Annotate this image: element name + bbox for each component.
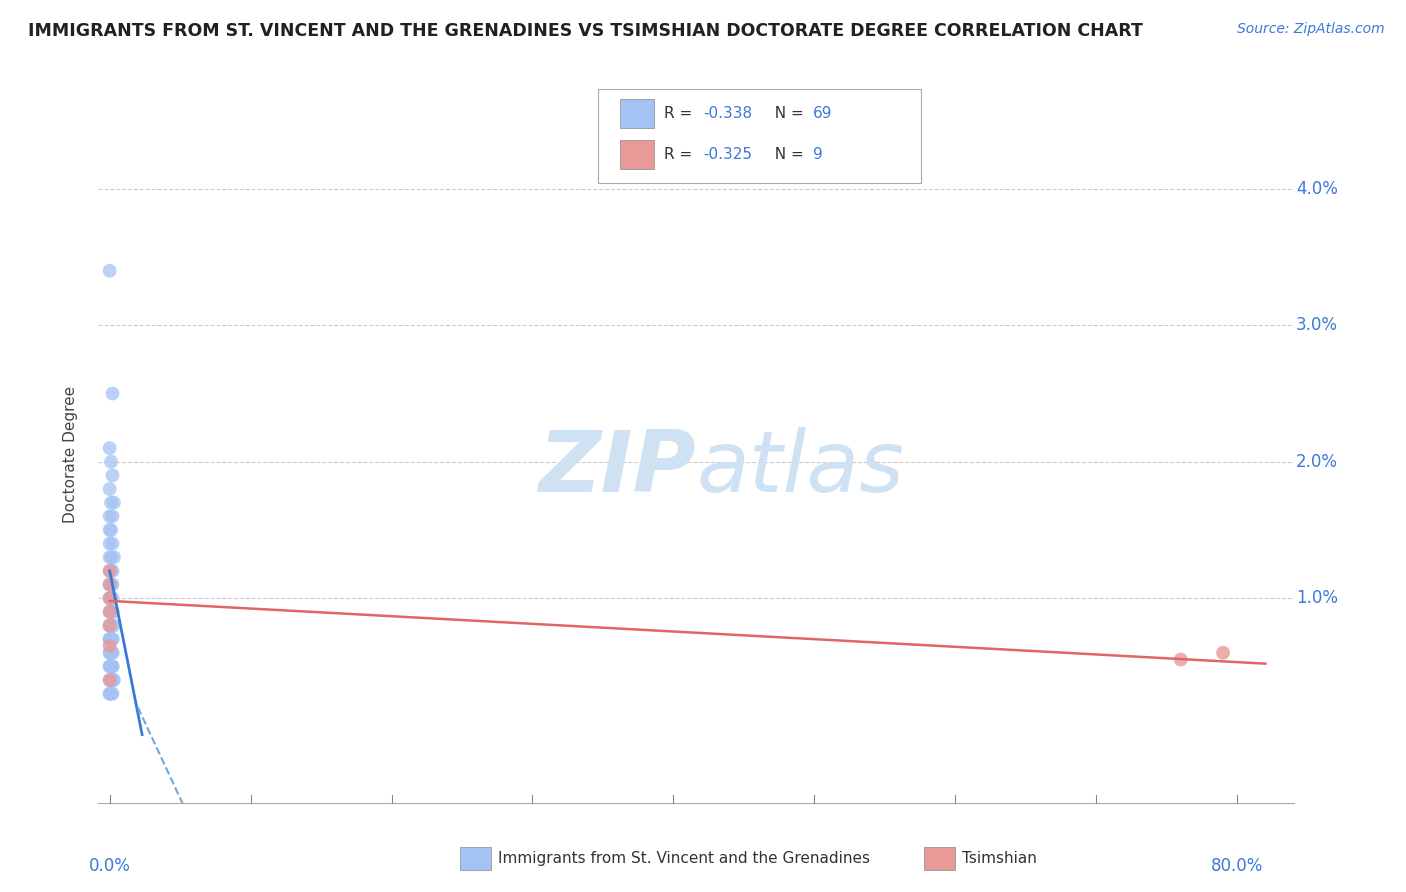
Text: ZIP: ZIP (538, 427, 696, 510)
Point (98, 618, 121, 632)
Text: 2.0%: 2.0% (1296, 453, 1339, 471)
Point (100, 496, 122, 510)
Point (98, 591, 121, 606)
Point (98, 523, 121, 537)
Point (101, 591, 124, 606)
Text: 9: 9 (813, 147, 823, 161)
Point (101, 659, 124, 673)
Point (98, 577, 121, 591)
Point (103, 673, 125, 687)
Point (98, 639, 121, 653)
Point (101, 659, 124, 673)
Point (1170, 652, 1192, 666)
Text: N =: N = (765, 106, 808, 120)
Point (100, 455, 122, 469)
Point (101, 386, 124, 401)
Point (98, 577, 121, 591)
Point (100, 659, 122, 673)
Point (98, 605, 121, 619)
Point (100, 605, 122, 619)
Point (101, 509, 124, 524)
Point (98, 687, 121, 701)
Point (98, 687, 121, 701)
Point (101, 605, 124, 619)
Point (100, 618, 122, 632)
Point (98, 632, 121, 646)
Point (98, 591, 121, 606)
Point (98, 564, 121, 578)
Point (101, 632, 124, 646)
Point (100, 605, 122, 619)
Point (98, 536, 121, 550)
Point (98, 605, 121, 619)
Point (101, 646, 124, 660)
Point (100, 687, 122, 701)
Point (101, 605, 124, 619)
Text: 3.0%: 3.0% (1296, 317, 1339, 334)
Point (98, 509, 121, 524)
Point (98, 632, 121, 646)
Point (1212, 646, 1234, 660)
Point (101, 673, 124, 687)
Point (100, 646, 122, 660)
Point (100, 618, 122, 632)
Point (100, 564, 122, 578)
Point (101, 687, 124, 701)
Point (98, 659, 121, 673)
Text: 4.0%: 4.0% (1296, 180, 1337, 198)
Text: IMMIGRANTS FROM ST. VINCENT AND THE GRENADINES VS TSIMSHIAN DOCTORATE DEGREE COR: IMMIGRANTS FROM ST. VINCENT AND THE GREN… (28, 22, 1143, 40)
Point (100, 632, 122, 646)
Point (103, 550, 125, 565)
Point (100, 646, 122, 660)
Point (101, 577, 124, 591)
Text: -0.338: -0.338 (703, 106, 752, 120)
Point (98, 646, 121, 660)
Text: R =: R = (664, 147, 697, 161)
Point (100, 591, 122, 606)
Point (98, 577, 121, 591)
Point (98, 618, 121, 632)
Text: Source: ZipAtlas.com: Source: ZipAtlas.com (1237, 22, 1385, 37)
Point (98, 646, 121, 660)
Point (101, 673, 124, 687)
Point (98, 441, 121, 455)
Point (98, 550, 121, 565)
Point (98, 618, 121, 632)
Point (103, 618, 125, 632)
Point (98, 659, 121, 673)
Text: 80.0%: 80.0% (1211, 857, 1264, 875)
Point (101, 468, 124, 483)
Text: -0.325: -0.325 (703, 147, 752, 161)
Point (100, 523, 122, 537)
Text: R =: R = (664, 106, 697, 120)
Point (98, 618, 121, 632)
Text: 1.0%: 1.0% (1296, 589, 1339, 607)
Point (98, 591, 121, 606)
Point (100, 659, 122, 673)
Point (98, 632, 121, 646)
Point (101, 632, 124, 646)
Point (101, 646, 124, 660)
Text: atlas: atlas (696, 427, 904, 510)
Y-axis label: Doctorate Degree: Doctorate Degree (63, 386, 77, 524)
Point (100, 632, 122, 646)
Text: 69: 69 (813, 106, 832, 120)
Point (101, 536, 124, 550)
Point (100, 659, 122, 673)
Point (98, 673, 121, 687)
Point (98, 482, 121, 496)
Text: 0.0%: 0.0% (89, 857, 131, 875)
Point (100, 577, 122, 591)
Point (100, 673, 122, 687)
Point (103, 496, 125, 510)
Point (101, 564, 124, 578)
Point (100, 591, 122, 606)
Point (98, 264, 121, 278)
Text: Immigrants from St. Vincent and the Grenadines: Immigrants from St. Vincent and the Gren… (498, 851, 870, 865)
Point (98, 564, 121, 578)
Point (100, 550, 122, 565)
Point (98, 673, 121, 687)
Text: Tsimshian: Tsimshian (962, 851, 1036, 865)
Text: N =: N = (765, 147, 808, 161)
